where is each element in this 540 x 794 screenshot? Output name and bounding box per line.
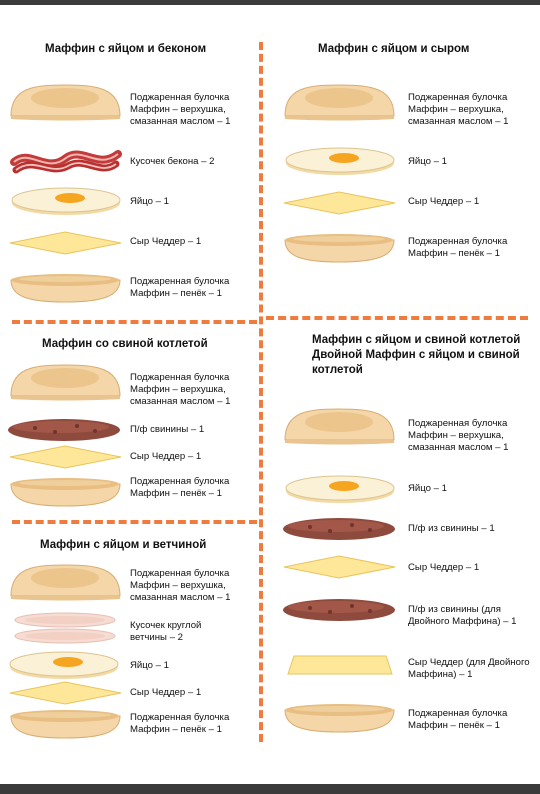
ham-icon xyxy=(14,612,116,644)
ingredient-label: Кусочек круглой ветчины – 2 xyxy=(130,620,202,644)
egg-icon xyxy=(9,651,119,679)
ingredient-label: Поджаренная булочка Маффин – верхушка, с… xyxy=(408,418,509,454)
bun-top-icon xyxy=(10,564,121,601)
cheese-icon xyxy=(283,555,396,579)
ingredient-label: Сыр Чеддер – 1 xyxy=(130,236,202,247)
bun-top-icon xyxy=(10,364,121,401)
bun-bottom-icon xyxy=(10,478,121,507)
ingredient-label: Поджаренная булочка Маффин – пенёк – 1 xyxy=(130,476,230,500)
bun-bottom-icon xyxy=(10,710,121,739)
ingredient-label: Кусочек бекона – 2 xyxy=(130,156,215,167)
ingredient-label: Поджаренная булочка Маффин – пенёк – 1 xyxy=(130,712,230,736)
section-title: Маффин со свиной котлетой xyxy=(42,338,208,350)
vertical-divider xyxy=(259,42,263,742)
section-title: Маффин с яйцом и свиной котлетой Двойной… xyxy=(312,334,521,376)
section-title: Маффин с яйцом и беконом xyxy=(45,43,207,55)
ingredient-label: Сыр Чеддер – 1 xyxy=(408,196,480,207)
bun-top-icon xyxy=(284,408,395,445)
cheese-icon xyxy=(9,231,122,255)
bun-bottom-icon xyxy=(284,704,395,733)
ingredient-label: Яйцо – 1 xyxy=(130,660,170,671)
pork-patty-icon xyxy=(283,599,395,621)
ingredient-label: Сыр Чеддер – 1 xyxy=(130,687,202,698)
bacon-icon xyxy=(10,150,122,174)
ingredient-label: Яйцо – 1 xyxy=(408,483,448,494)
ingredient-label: Сыр Чеддер – 1 xyxy=(130,451,202,462)
cheese-icon xyxy=(283,191,396,215)
horizontal-divider-left-2 xyxy=(12,520,257,524)
ingredient-label: Поджаренная булочка Маффин – верхушка, с… xyxy=(130,568,231,604)
ingredient-label: Поджаренная булочка Маффин – верхушка, с… xyxy=(130,92,231,128)
cheese-icon xyxy=(9,681,122,705)
horizontal-divider-right xyxy=(266,316,528,320)
cheese-slice-icon xyxy=(287,655,393,675)
bun-bottom-icon xyxy=(10,274,121,303)
ingredient-label: Поджаренная булочка Маффин – пенёк – 1 xyxy=(408,708,508,732)
top-bar xyxy=(0,0,540,5)
ingredient-label: Поджаренная булочка Маффин – пенёк – 1 xyxy=(408,236,508,260)
horizontal-divider-left-1 xyxy=(12,320,257,324)
bun-top-icon xyxy=(10,84,121,121)
egg-icon xyxy=(11,187,121,215)
egg-icon xyxy=(285,475,395,503)
cheese-icon xyxy=(9,445,122,469)
ingredient-label: П/ф из свинины (для Двойного Маффина) – … xyxy=(408,604,517,628)
ingredient-label: П/ф свинины – 1 xyxy=(130,424,205,435)
pork-patty-icon xyxy=(283,518,395,540)
ingredient-label: Яйцо – 1 xyxy=(408,156,448,167)
pork-patty-icon xyxy=(8,419,120,441)
ingredient-label: Поджаренная булочка Маффин – верхушка, с… xyxy=(408,92,509,128)
section-title: Маффин с яйцом и сыром xyxy=(318,43,470,55)
section-title: Маффин с яйцом и ветчиной xyxy=(40,539,207,551)
ingredient-label: Яйцо – 1 xyxy=(130,196,170,207)
ingredient-label: Поджаренная булочка Маффин – пенёк – 1 xyxy=(130,276,230,300)
egg-icon xyxy=(285,147,395,175)
bun-bottom-icon xyxy=(284,234,395,263)
ingredient-label: Сыр Чеддер – 1 xyxy=(408,562,480,573)
ingredient-label: Поджаренная булочка Маффин – верхушка, с… xyxy=(130,372,231,408)
ingredient-label: П/ф из свинины – 1 xyxy=(408,523,495,534)
bun-top-icon xyxy=(284,84,395,121)
bottom-bar xyxy=(0,784,540,794)
ingredient-label: Сыр Чеддер (для Двойного Маффина) – 1 xyxy=(408,657,530,681)
